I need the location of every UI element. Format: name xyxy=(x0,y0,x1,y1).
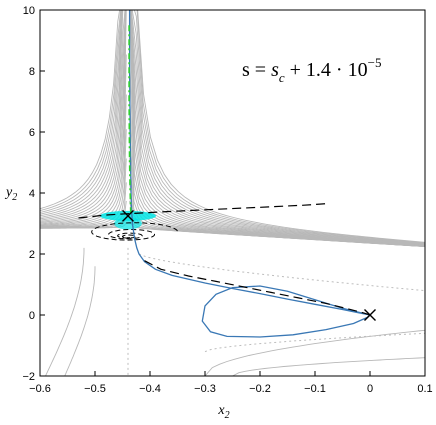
contour-curve xyxy=(131,10,425,245)
contour-curve xyxy=(129,10,425,247)
contour-curve xyxy=(129,94,425,247)
contour-curve xyxy=(129,10,425,247)
y-tick-label: 8 xyxy=(29,66,35,78)
contour-curve xyxy=(40,10,124,220)
contour-curve xyxy=(136,10,425,244)
contour-curve xyxy=(204,329,425,376)
y-tick-label: 6 xyxy=(29,127,35,139)
y-axis-label: y2 xyxy=(4,185,17,203)
y-tick-label: 10 xyxy=(23,5,35,17)
x-tick-label: −0.2 xyxy=(249,383,271,395)
contour-curve xyxy=(40,10,123,215)
contour-curve xyxy=(40,10,122,213)
contour-curve xyxy=(45,247,85,376)
contour-curve xyxy=(40,10,123,218)
contour-curve xyxy=(40,10,127,224)
contour-curve xyxy=(133,10,425,244)
series-line-2 xyxy=(144,260,371,316)
markers-group xyxy=(122,209,376,321)
x-marker-stroke xyxy=(122,209,134,222)
x-tick-label: −0.1 xyxy=(304,383,326,395)
series-group xyxy=(78,10,371,338)
contour-curve xyxy=(40,10,127,227)
series-line-3 xyxy=(78,203,327,219)
cyan-ellipse xyxy=(114,217,142,230)
x-axis-label: x2 xyxy=(217,403,229,421)
contour-curve xyxy=(64,266,96,376)
contour-curve xyxy=(129,10,425,247)
y-tick-label: 0 xyxy=(29,310,35,322)
dotted-curve xyxy=(138,253,425,292)
y-ticks: −2 0 2 4 6 8 10 xyxy=(22,5,45,383)
contour-lines xyxy=(40,10,425,376)
contour-curve xyxy=(232,357,425,376)
x-marker-1 xyxy=(364,309,376,321)
x-tick-label: −0.6 xyxy=(29,383,51,395)
contour-curve xyxy=(40,10,123,217)
spiral-trajectory xyxy=(91,222,178,241)
dotted-curve xyxy=(204,332,425,353)
contour-curve xyxy=(40,10,127,225)
contour-curve xyxy=(40,10,127,226)
x-tick-label: 0 xyxy=(367,383,373,395)
dotted-curves xyxy=(127,247,425,376)
contour-curve xyxy=(40,10,126,222)
x-tick-label: 0.1 xyxy=(417,383,432,395)
x-marker-0 xyxy=(122,209,134,222)
x-tick-label: −0.5 xyxy=(84,383,106,395)
x-marker-stroke xyxy=(364,309,376,321)
series-line-0 xyxy=(128,10,371,316)
y-tick-label: −2 xyxy=(22,371,35,383)
contour-curve xyxy=(130,10,425,245)
contour-curve xyxy=(40,10,126,221)
x-tick-label: −0.3 xyxy=(194,383,216,395)
contour-curve xyxy=(130,10,425,246)
spiral-path xyxy=(91,222,178,241)
y-tick-label: 4 xyxy=(29,188,35,200)
y-tick-label: 2 xyxy=(29,249,35,261)
contour-curve xyxy=(40,10,122,212)
contour-curve xyxy=(137,10,425,243)
x-ticks: −0.6 −0.5 −0.4 −0.3 −0.2 −0.1 0 0.1 xyxy=(29,371,433,395)
series-line-1 xyxy=(201,285,371,338)
x-tick-label: −0.4 xyxy=(139,383,161,395)
contour-curve xyxy=(40,10,121,210)
contour-curve xyxy=(130,10,425,245)
contour-curve xyxy=(40,129,127,229)
contour-curve xyxy=(40,10,127,223)
parameter-annotation: s = sc + 1.4 · 10−5 xyxy=(242,55,381,85)
